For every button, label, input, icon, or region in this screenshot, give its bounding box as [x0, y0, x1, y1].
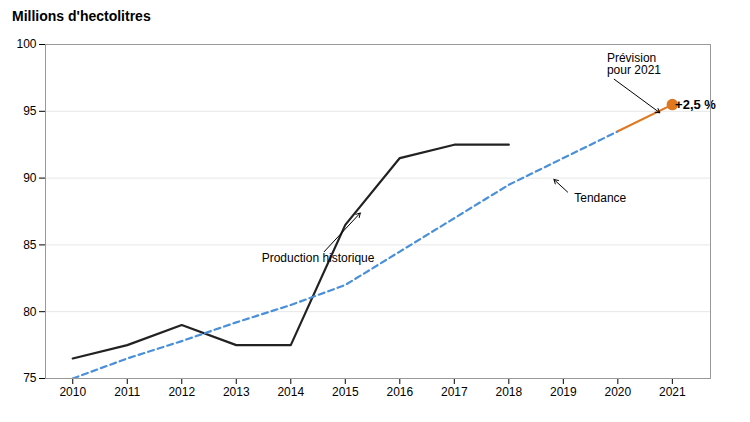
svg-text:2017: 2017: [441, 385, 468, 399]
svg-text:Tendance: Tendance: [574, 191, 626, 205]
svg-text:2021: 2021: [659, 385, 686, 399]
svg-text:2012: 2012: [168, 385, 195, 399]
svg-text:2011: 2011: [114, 385, 140, 399]
svg-text:100: 100: [16, 37, 36, 51]
svg-text:2010: 2010: [59, 385, 86, 399]
svg-text:2019: 2019: [550, 385, 577, 399]
svg-text:2018: 2018: [495, 385, 522, 399]
svg-text:2016: 2016: [386, 385, 413, 399]
svg-text:85: 85: [23, 238, 37, 252]
svg-text:2015: 2015: [332, 385, 359, 399]
svg-text:2014: 2014: [277, 385, 304, 399]
svg-text:80: 80: [23, 305, 37, 319]
svg-text:95: 95: [23, 104, 37, 118]
svg-text:Prévisionpour 2021: Prévisionpour 2021: [607, 51, 661, 77]
svg-text:+2,5 %: +2,5 %: [675, 96, 716, 112]
svg-text:2013: 2013: [223, 385, 250, 399]
html-text:Millions d'hectolitres: Millions d'hectolitres: [12, 8, 151, 24]
svg-text:2020: 2020: [604, 385, 631, 399]
svg-text:75: 75: [23, 371, 37, 385]
svg-text:Production historique: Production historique: [262, 251, 375, 265]
svg-text:90: 90: [23, 171, 37, 185]
